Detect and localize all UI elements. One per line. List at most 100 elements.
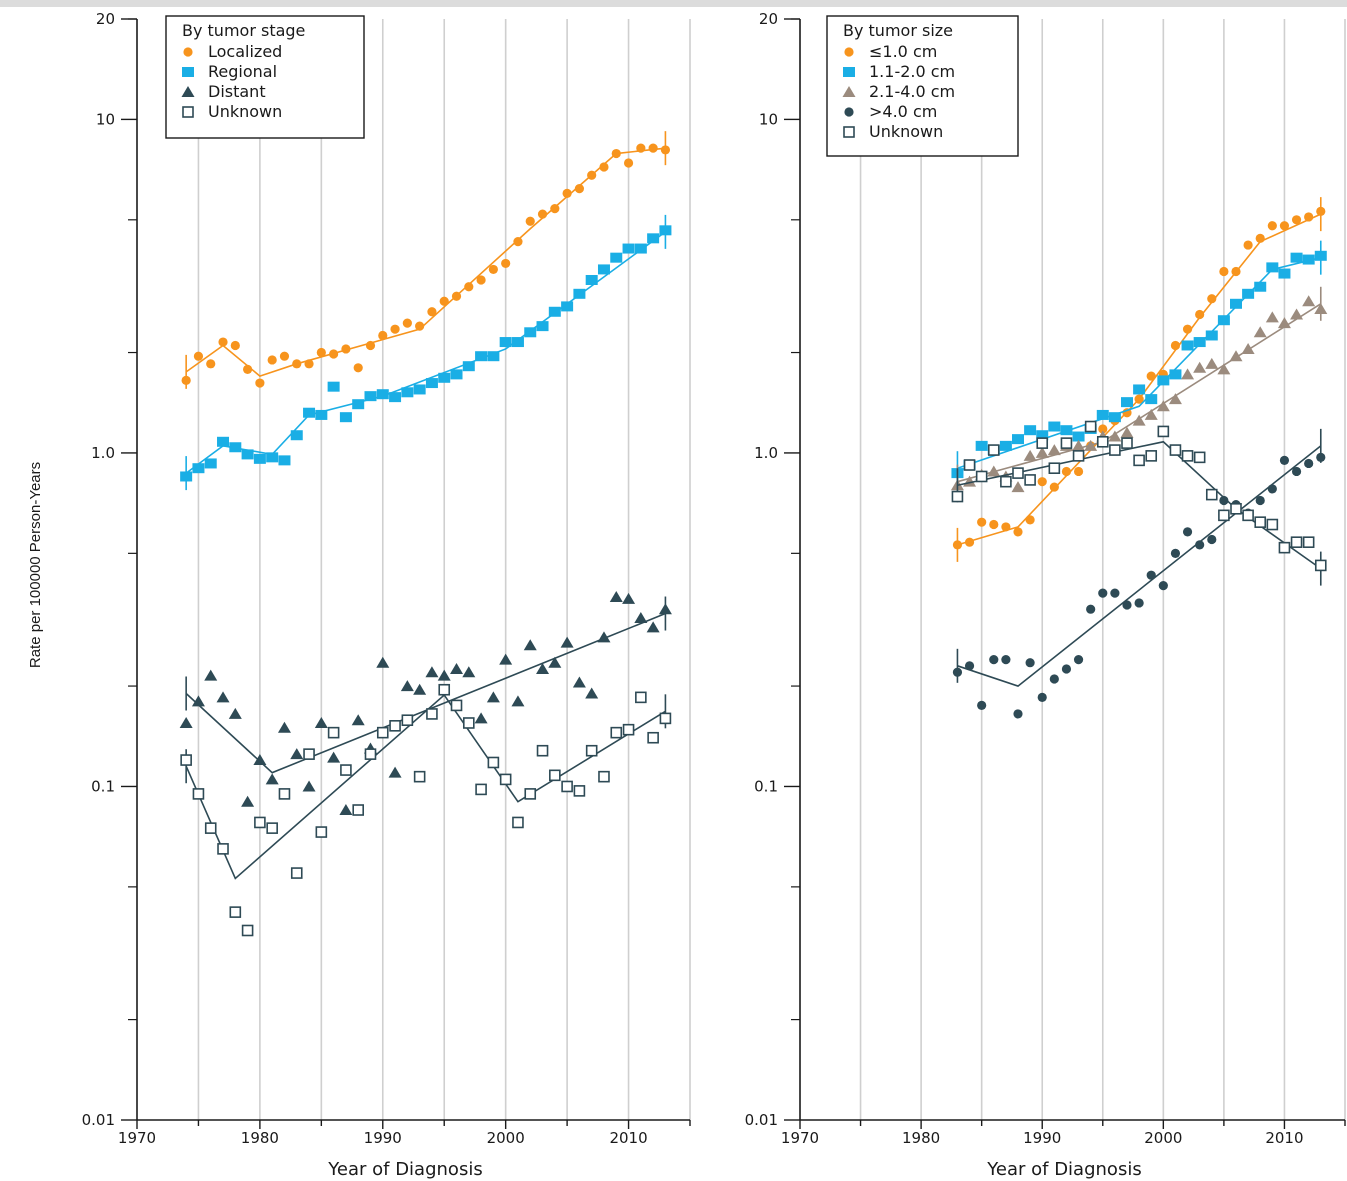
- point-le-1-0-cm: [1304, 212, 1314, 222]
- point-2-1-4-0-cm: [1108, 430, 1122, 442]
- legend-marker-unknown: [843, 126, 855, 138]
- point-regional: [253, 453, 266, 464]
- point-localized: [513, 237, 523, 247]
- point-localized: [550, 204, 560, 214]
- point-gt-4-0-cm: [1304, 458, 1314, 469]
- point-regional: [499, 337, 512, 348]
- point-gt-4-0-cm: [1255, 495, 1265, 506]
- point-unknown: [963, 459, 976, 471]
- point-unknown: [475, 783, 487, 796]
- point-unknown: [204, 822, 217, 834]
- point-localized: [402, 318, 412, 328]
- point-localized: [206, 359, 216, 369]
- point-unknown: [462, 717, 475, 729]
- point-2-1-4-0-cm: [1120, 426, 1134, 438]
- point-unknown: [1230, 502, 1242, 515]
- point-2-1-4-0-cm: [1241, 342, 1255, 354]
- point-distant: [204, 669, 218, 681]
- series-le-1-0-cm: [952, 197, 1326, 562]
- legend-box: [165, 15, 365, 139]
- point-localized: [378, 330, 388, 341]
- point-localized: [329, 349, 339, 359]
- point-gt-4-0-cm: [1098, 588, 1108, 598]
- legend: By tumor stage LocalizedRegionalDistantUn…: [165, 15, 365, 139]
- point-1-1-2-0-cm: [1096, 409, 1109, 420]
- point-unknown: [1218, 509, 1230, 522]
- y-tick-label: 20: [96, 10, 115, 28]
- point-gt-4-0-cm: [1207, 534, 1217, 545]
- point-2-1-4-0-cm: [1181, 368, 1195, 380]
- point-1-1-2-0-cm: [1012, 434, 1024, 445]
- point-regional: [241, 449, 254, 460]
- point-unknown: [340, 764, 352, 776]
- point-regional: [229, 442, 242, 453]
- point-distant: [536, 663, 550, 675]
- point-1-1-2-0-cm: [1278, 268, 1291, 279]
- point-regional: [511, 337, 524, 348]
- point-unknown: [1302, 536, 1315, 548]
- point-unknown: [951, 490, 964, 503]
- point-unknown: [389, 720, 401, 732]
- point-le-1-0-cm: [1207, 294, 1217, 304]
- point-1-1-2-0-cm: [1181, 340, 1194, 351]
- point-distant: [486, 691, 500, 703]
- point-le-1-0-cm: [1255, 233, 1265, 243]
- point-le-1-0-cm: [1037, 477, 1047, 487]
- point-unknown: [376, 726, 389, 739]
- x-tick-label: 1980: [241, 1129, 279, 1147]
- series-2-1-4-0-cm: [950, 286, 1328, 499]
- point-2-1-4-0-cm: [1035, 446, 1049, 458]
- point-regional: [290, 430, 303, 441]
- point-gt-4-0-cm: [1316, 452, 1326, 462]
- point-distant: [437, 669, 451, 681]
- point-1-1-2-0-cm: [1024, 425, 1037, 436]
- legend-label-unknown: Unknown: [208, 102, 282, 121]
- point-regional: [524, 327, 537, 338]
- point-1-1-2-0-cm: [1254, 281, 1267, 292]
- point-distant: [216, 691, 230, 703]
- point-unknown: [1072, 450, 1085, 462]
- point-distant: [585, 687, 599, 699]
- point-2-1-4-0-cm: [1047, 444, 1061, 456]
- point-distant: [351, 714, 365, 726]
- point-unknown: [1084, 420, 1097, 433]
- point-unknown: [1254, 516, 1267, 528]
- point-localized: [439, 296, 449, 306]
- point-unknown: [364, 748, 377, 760]
- point-distant: [560, 636, 574, 648]
- point-localized: [230, 340, 240, 351]
- point-regional: [536, 321, 549, 332]
- point-regional: [389, 392, 402, 403]
- point-localized: [525, 216, 535, 226]
- point-2-1-4-0-cm: [1229, 350, 1243, 362]
- point-unknown: [1242, 509, 1254, 522]
- point-gt-4-0-cm: [1182, 527, 1193, 537]
- point-distant: [462, 666, 476, 678]
- point-gt-4-0-cm: [1073, 655, 1084, 665]
- point-distant: [413, 683, 427, 695]
- point-le-1-0-cm: [1219, 266, 1229, 277]
- point-localized: [353, 363, 363, 373]
- point-gt-4-0-cm: [1122, 600, 1132, 610]
- point-distant: [572, 676, 586, 688]
- point-unknown: [241, 924, 254, 937]
- point-le-1-0-cm: [1001, 522, 1011, 532]
- point-unknown: [610, 726, 623, 739]
- legend-marker-distant: [181, 86, 195, 97]
- point-distant: [327, 751, 341, 763]
- fit-line-gt-4-0-cm: [957, 445, 1322, 687]
- point-localized: [501, 258, 511, 269]
- fit-line-le-1-0-cm: [957, 213, 1322, 546]
- point-distant: [499, 653, 513, 665]
- point-1-1-2-0-cm: [1108, 412, 1121, 423]
- point-gt-4-0-cm: [1291, 466, 1302, 477]
- point-localized: [292, 359, 302, 369]
- point-localized: [562, 188, 572, 198]
- point-distant: [511, 695, 525, 707]
- point-regional: [303, 407, 316, 418]
- x-tick-label: 2010: [1265, 1129, 1303, 1147]
- legend-box: [826, 15, 1019, 157]
- point-localized: [427, 307, 437, 317]
- x-axis-title: Year of Diagnosis: [327, 1159, 482, 1180]
